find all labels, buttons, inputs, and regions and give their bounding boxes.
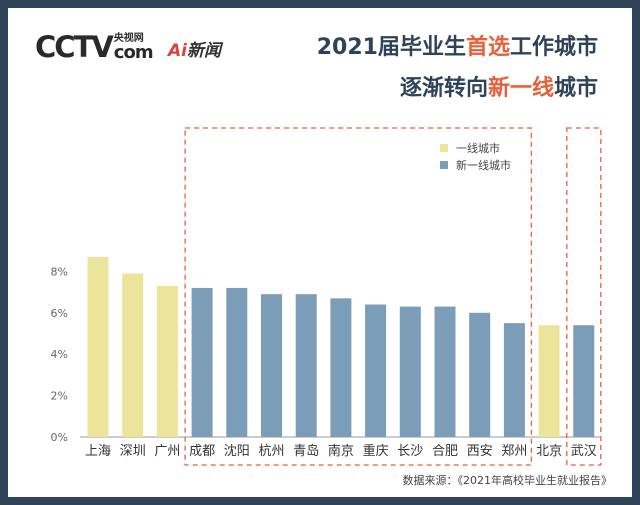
x-tick-label: 合肥 bbox=[432, 444, 458, 459]
legend-swatch bbox=[440, 144, 448, 152]
bar-11 bbox=[469, 312, 491, 437]
bar-9 bbox=[399, 306, 421, 437]
bar-8 bbox=[365, 304, 387, 437]
y-tick-label: 4% bbox=[51, 348, 68, 361]
ai-news-logo: Ai新闻 bbox=[168, 41, 221, 61]
y-tick-label: 6% bbox=[51, 307, 68, 320]
bar-13 bbox=[538, 325, 560, 437]
title-line-1: 2021届毕业生首选工作城市 bbox=[316, 35, 598, 60]
y-tick-label: 8% bbox=[51, 265, 68, 278]
cctv-wordmark: CCTV bbox=[35, 30, 114, 64]
y-tick-label: 2% bbox=[51, 390, 68, 403]
x-tick-label: 上海 bbox=[85, 444, 111, 459]
x-tick-label: 青岛 bbox=[293, 443, 319, 459]
data-source: 数据来源：《2021年高校毕业生就业报告》 bbox=[402, 474, 613, 487]
bar-0 bbox=[87, 256, 109, 437]
chart-card bbox=[8, 8, 632, 497]
x-tick-label: 北京 bbox=[536, 444, 562, 459]
x-tick-label: 南京 bbox=[328, 443, 354, 459]
bar-3 bbox=[191, 287, 213, 437]
bar-4 bbox=[226, 287, 248, 437]
x-tick-label: 郑州 bbox=[501, 444, 527, 459]
legend-label: 新一线城市 bbox=[456, 158, 511, 172]
x-tick-label: 重庆 bbox=[363, 443, 389, 459]
bar-2 bbox=[156, 285, 178, 437]
x-tick-label: 沈阳 bbox=[224, 444, 250, 459]
bar-7 bbox=[330, 298, 352, 437]
title-line-2: 逐渐转向新一线城市 bbox=[399, 76, 598, 101]
x-tick-label: 成都 bbox=[189, 444, 215, 459]
bar-1 bbox=[122, 273, 144, 437]
cctv-logo: CCTV 央视网 com bbox=[35, 30, 154, 64]
cctv-com: com bbox=[113, 42, 154, 63]
cctv-chinese: 央视网 bbox=[113, 33, 144, 44]
group-box bbox=[184, 127, 533, 466]
bar-6 bbox=[295, 294, 317, 437]
x-tick-label: 杭州 bbox=[258, 444, 284, 459]
bar-12 bbox=[503, 323, 525, 437]
bar-14 bbox=[573, 325, 595, 437]
bar-10 bbox=[434, 306, 456, 437]
group-box bbox=[566, 127, 602, 466]
legend-swatch bbox=[440, 161, 448, 169]
x-tick-label: 深圳 bbox=[120, 444, 146, 459]
legend-label: 一线城市 bbox=[456, 141, 500, 155]
x-tick-label: 长沙 bbox=[397, 444, 423, 459]
x-tick-label: 武汉 bbox=[571, 444, 597, 459]
bar-5 bbox=[261, 294, 282, 437]
y-tick-label: 0% bbox=[51, 431, 68, 444]
x-tick-label: 广州 bbox=[154, 444, 180, 459]
x-tick-label: 西安 bbox=[467, 444, 493, 459]
